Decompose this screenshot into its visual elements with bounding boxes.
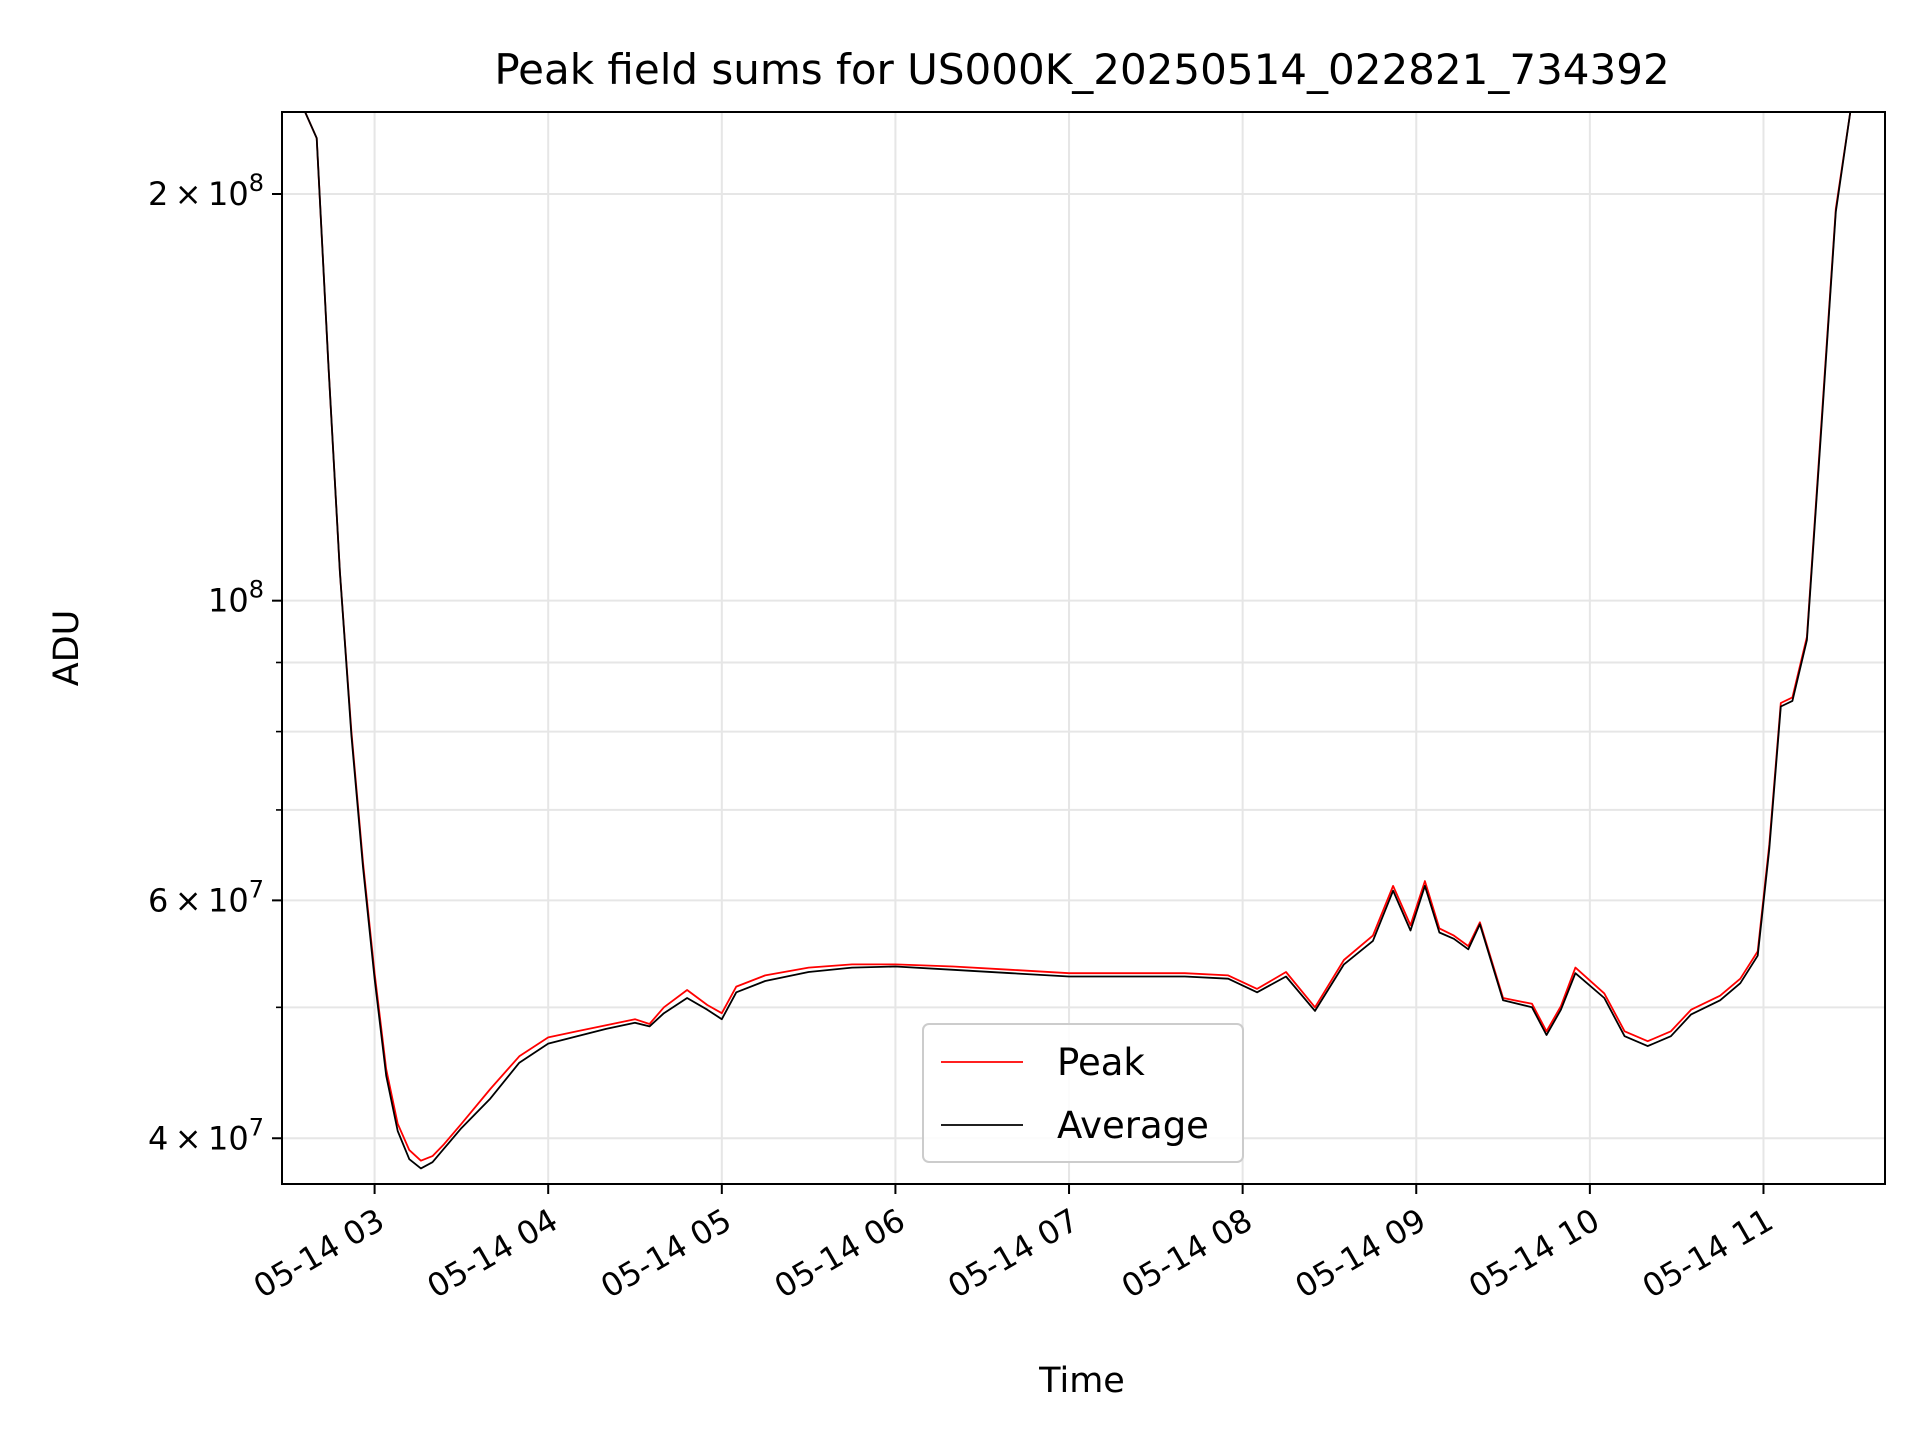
- legend-label-average: Average: [1057, 1104, 1209, 1147]
- chart-title: Peak field sums for US000K_20250514_0228…: [494, 45, 1669, 94]
- y-axis: 4 × 107 6 × 107 108 2 × 108: [148, 169, 282, 1157]
- y-tick-label: 108: [208, 576, 264, 620]
- grid: [282, 112, 1885, 1184]
- y-tick-label: 4 × 107: [148, 1113, 264, 1157]
- y-tick-label: 2 × 108: [148, 169, 264, 213]
- plot-frame: [281, 111, 1886, 1185]
- y-axis-label: ADU: [47, 610, 87, 687]
- legend-label-peak: Peak: [1057, 1041, 1145, 1084]
- y-tick-label: 6 × 107: [148, 875, 264, 919]
- legend: Peak Average: [922, 1023, 1244, 1163]
- series-line-average: [304, 111, 1852, 1170]
- legend-box: [922, 1023, 1244, 1163]
- series-layer: [304, 111, 1852, 1170]
- x-axis-label: Time: [1038, 1361, 1125, 1401]
- series-line-peak: [304, 111, 1852, 1162]
